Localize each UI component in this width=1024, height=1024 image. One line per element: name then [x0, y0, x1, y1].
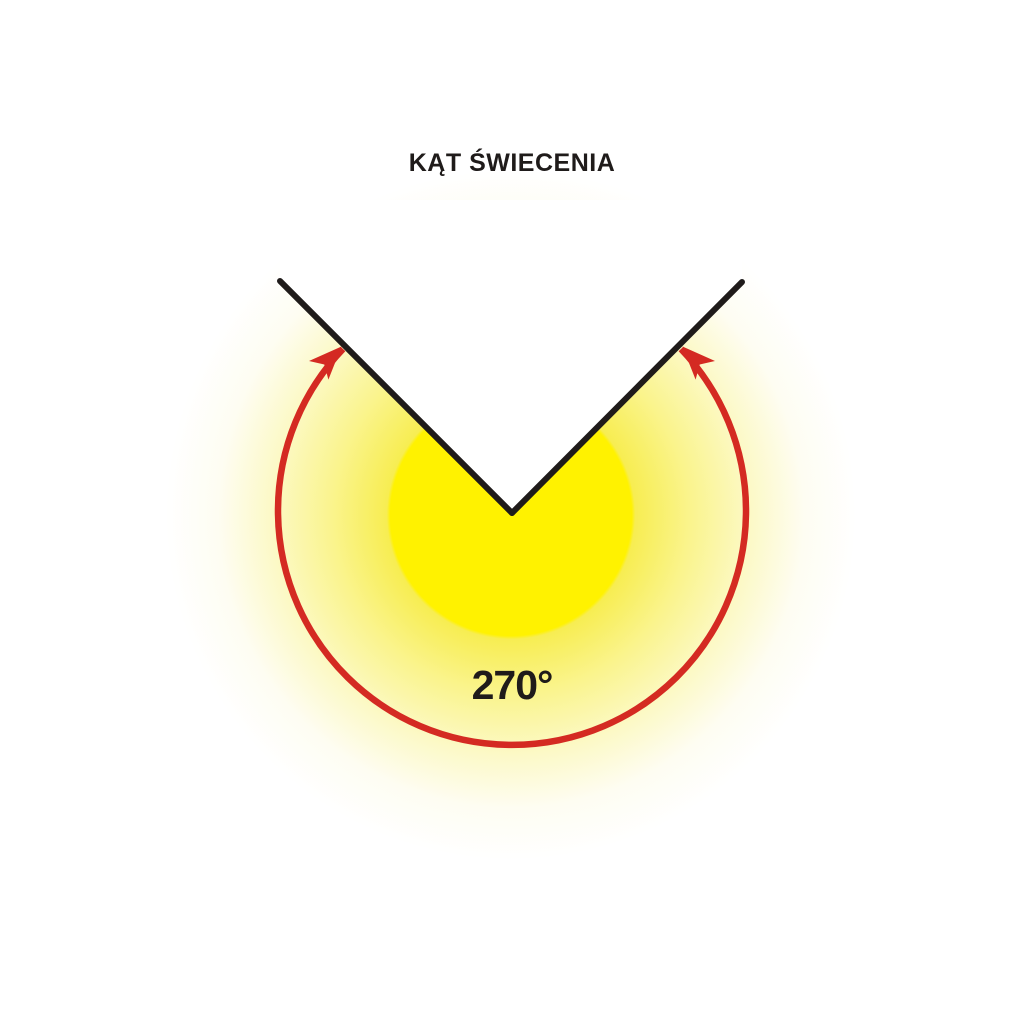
fixture-line-right: [509, 279, 745, 516]
arc-arrowhead-left-icon: [309, 346, 342, 380]
beam-angle-value-label: 270°: [471, 662, 554, 708]
fixture-interior-mask: [280, 200, 742, 513]
fixture-line-left: [277, 278, 515, 516]
diagram-title: KĄT ŚWIECENIA: [408, 149, 616, 177]
arc-arrowhead-right-icon: [682, 346, 715, 380]
beam-angle-arc: [274, 346, 750, 749]
